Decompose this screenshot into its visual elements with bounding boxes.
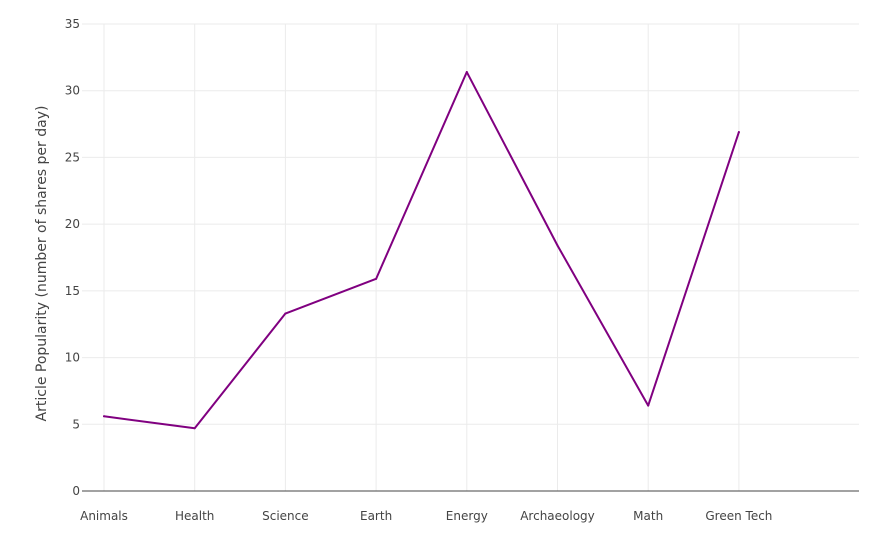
y-tick-label-20: 20 bbox=[65, 217, 80, 231]
x-tick-label-7: Green Tech bbox=[705, 509, 772, 523]
y-tick-label-0: 0 bbox=[72, 484, 80, 498]
data-point-0-5 bbox=[556, 244, 559, 247]
series-layer bbox=[103, 71, 740, 430]
data-point-0-6 bbox=[647, 404, 650, 407]
y-tick-label-5: 5 bbox=[72, 417, 80, 431]
x-tick-label-4: Energy bbox=[446, 509, 488, 523]
y-tick-label-35: 35 bbox=[65, 17, 80, 31]
data-point-0-0 bbox=[103, 415, 105, 418]
x-gridlines bbox=[103, 24, 740, 491]
data-point-0-2 bbox=[284, 312, 287, 315]
x-tick-label-0: Animals bbox=[80, 509, 128, 523]
y-tick-label-25: 25 bbox=[65, 150, 80, 164]
x-tick-label-2: Science bbox=[262, 509, 309, 523]
y-axis-title: Article Popularity (number of shares per… bbox=[34, 106, 50, 422]
x-tick-label-1: Health bbox=[175, 509, 214, 523]
y-tick-label-15: 15 bbox=[65, 284, 80, 298]
x-tick-label-6: Math bbox=[633, 509, 663, 523]
data-point-0-3 bbox=[375, 277, 378, 280]
y-axis-tick-labels: 0 5 10 15 20 25 30 35 bbox=[65, 17, 80, 498]
data-point-0-7 bbox=[737, 131, 740, 134]
x-axis-tick-labels: Animals Health Science Earth Energy Archaeolo… bbox=[80, 509, 772, 523]
y-tick-label-10: 10 bbox=[65, 351, 80, 365]
data-point-0-4 bbox=[465, 71, 468, 74]
x-tick-label-3: Earth bbox=[360, 509, 392, 523]
data-point-0-1 bbox=[193, 427, 196, 430]
y-gridlines bbox=[82, 23, 859, 425]
series-line-0 bbox=[103, 71, 740, 430]
y-tick-label-30: 30 bbox=[65, 84, 80, 98]
x-tick-label-5: Archaeology bbox=[520, 509, 595, 523]
